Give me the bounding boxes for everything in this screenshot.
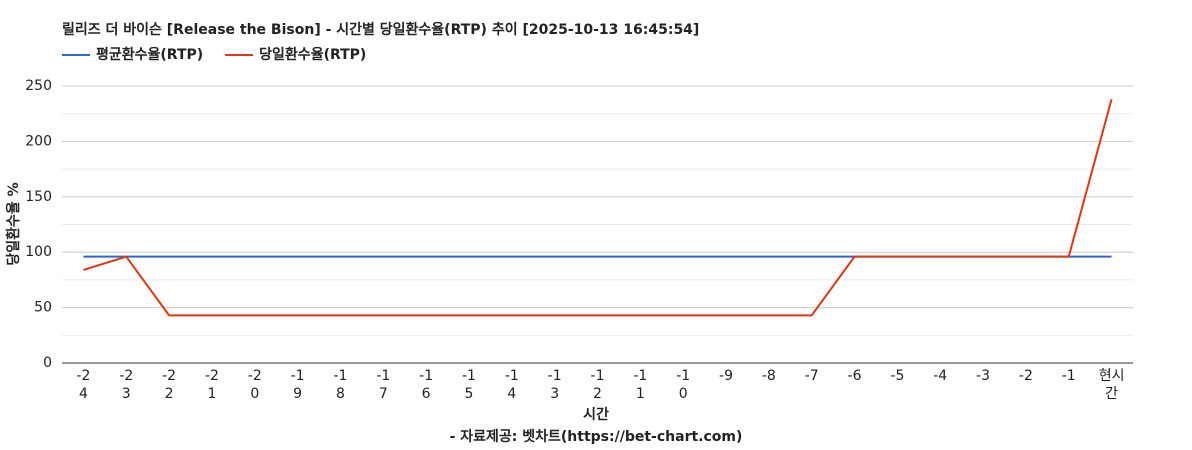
x-tick-label: -1 4	[505, 368, 519, 402]
x-tick-label: -2	[1019, 368, 1033, 384]
legend-label: 당일환수율(RTP)	[259, 46, 366, 63]
x-tick-label: -6	[848, 368, 862, 384]
x-tick-label: -2 2	[162, 368, 176, 402]
x-axis-title: 시간	[583, 406, 609, 423]
y-tick-label: 0	[43, 355, 52, 371]
y-tick-label: 250	[25, 78, 52, 94]
y-axis-title: 당일환수율 %	[5, 182, 22, 265]
x-tick-label: -3	[976, 368, 990, 384]
x-tick-label: -9	[719, 368, 733, 384]
x-tick-label: -2 3	[119, 368, 133, 402]
x-tick-label: -2 1	[205, 368, 219, 402]
x-tick-label: -2 4	[76, 368, 90, 402]
x-tick-label: -4	[933, 368, 947, 384]
y-tick-label: 50	[34, 300, 52, 316]
series-line	[83, 99, 1113, 317]
x-tick-label: -1 8	[333, 368, 347, 402]
x-tick-label: -1 7	[376, 368, 390, 402]
x-tick-label: -1 3	[548, 368, 562, 402]
x-tick-label: -1 2	[591, 368, 605, 402]
y-tick-label: 100	[25, 244, 52, 260]
x-tick-label: -1 1	[633, 368, 647, 402]
y-tick-label: 200	[25, 133, 52, 149]
x-tick-label: -7	[805, 368, 819, 384]
x-tick-label: -5	[890, 368, 904, 384]
footnote: - 자료제공: 벳차트(https://bet-chart.com)	[450, 428, 743, 445]
x-tick-label: -1 5	[462, 368, 476, 402]
x-tick-label: -8	[762, 368, 776, 384]
chart-title: 릴리즈 더 바이슨 [Release the Bison] - 시간별 당일환수…	[62, 21, 699, 38]
x-tick-label: -1 9	[291, 368, 305, 402]
x-tick-label: -2 0	[248, 368, 262, 402]
x-tick-label: -1	[1062, 368, 1076, 384]
y-tick-label: 150	[25, 189, 52, 205]
legend-label: 평균환수율(RTP)	[96, 46, 203, 63]
x-tick-label: -1 6	[419, 368, 433, 402]
x-tick-label: -1 0	[676, 368, 690, 402]
x-tick-label: 현시 간	[1099, 368, 1125, 402]
